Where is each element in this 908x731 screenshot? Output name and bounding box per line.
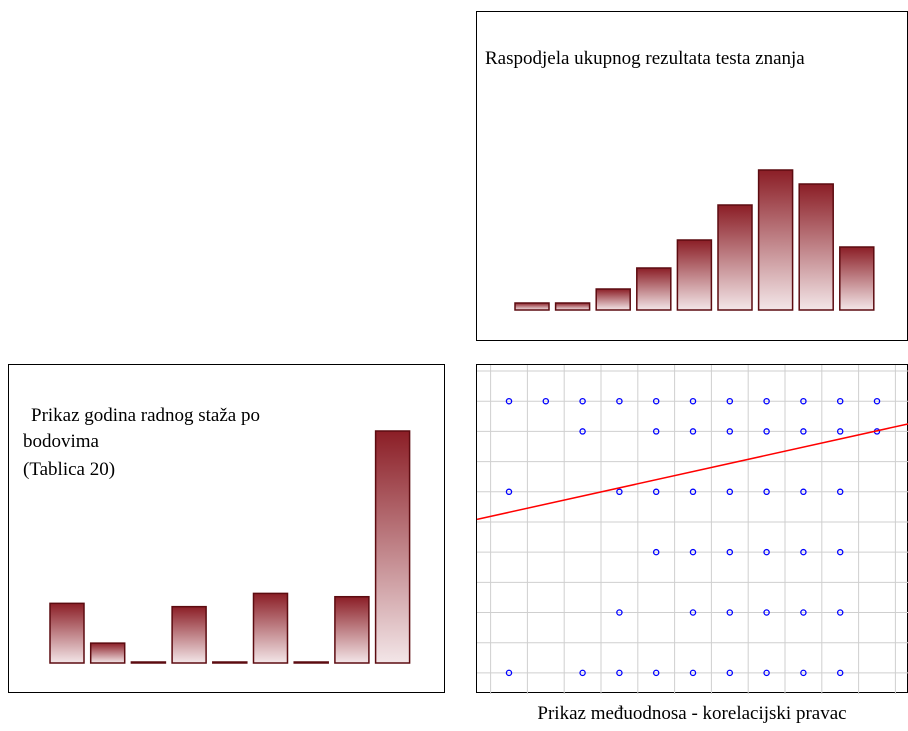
experience-chart: Prikaz godina radnog staža po bodovima (… xyxy=(23,405,411,664)
data-point xyxy=(726,609,734,616)
data-point xyxy=(652,397,660,405)
data-point xyxy=(763,397,770,405)
experience-bar-7 xyxy=(293,661,329,664)
data-point xyxy=(689,609,697,616)
data-point xyxy=(800,669,807,677)
data-point xyxy=(505,669,513,677)
data-point xyxy=(836,488,844,496)
regression-line xyxy=(476,423,908,521)
knowledge-bar-6 xyxy=(717,204,753,311)
data-point xyxy=(763,488,770,496)
experience-bar-5 xyxy=(212,661,248,664)
data-point xyxy=(689,428,697,435)
experience-chart-title-line-3: (Tablica 20) xyxy=(23,459,115,480)
data-point xyxy=(505,488,513,496)
knowledge-bar-3 xyxy=(595,288,631,311)
data-point xyxy=(873,397,881,405)
experience-bar-3 xyxy=(130,661,167,664)
data-point xyxy=(652,488,660,496)
data-point xyxy=(726,428,734,435)
knowledge-chart: Raspodjela ukupnog rezultata testa znanj… xyxy=(485,48,875,311)
knowledge-bar-5 xyxy=(676,239,713,311)
data-point xyxy=(836,609,844,616)
knowledge-bar-8 xyxy=(798,183,834,311)
data-point xyxy=(800,548,807,556)
experience-bar-2 xyxy=(89,642,126,664)
knowledge-bar-7 xyxy=(757,169,794,311)
data-point xyxy=(800,428,807,435)
data-point xyxy=(726,488,734,496)
data-point xyxy=(616,397,623,405)
data-point xyxy=(542,397,550,405)
data-point xyxy=(836,397,844,405)
experience-bar-8 xyxy=(334,595,370,664)
data-point xyxy=(800,488,807,496)
data-point xyxy=(652,548,660,556)
knowledge-bar-9 xyxy=(839,246,875,311)
knowledge-bar-2 xyxy=(554,302,591,311)
data-point xyxy=(689,548,697,556)
data-point xyxy=(763,428,770,435)
data-point xyxy=(505,397,513,405)
experience-bar-4 xyxy=(171,605,207,664)
data-point xyxy=(616,669,623,677)
data-point xyxy=(763,669,770,677)
data-point xyxy=(800,397,807,405)
experience-chart-title-line-1: Prikaz godina radnog staža po xyxy=(31,405,260,426)
data-point xyxy=(579,669,586,677)
data-point xyxy=(836,669,844,677)
data-point xyxy=(616,609,623,616)
data-point xyxy=(836,548,844,556)
data-point xyxy=(763,609,770,616)
data-point xyxy=(800,609,807,616)
experience-chart-title-line-2: bodovima xyxy=(23,431,100,452)
data-point xyxy=(652,428,660,435)
data-point xyxy=(689,397,697,405)
experience-chart-panel: Prikaz godina radnog staža po bodovima (… xyxy=(8,364,445,693)
data-point xyxy=(689,669,697,677)
data-point xyxy=(616,488,623,496)
experience-bar-6 xyxy=(252,592,289,664)
data-point xyxy=(726,397,734,405)
data-point xyxy=(836,428,844,435)
data-point xyxy=(763,548,770,556)
data-point xyxy=(652,669,660,677)
correlation-chart-caption: Prikaz međuodnosa - korelacijski pravac xyxy=(537,703,847,724)
data-point xyxy=(689,488,697,496)
data-point xyxy=(726,548,734,556)
knowledge-bar-1 xyxy=(514,302,550,311)
correlation-chart xyxy=(476,365,908,694)
correlation-chart-panel xyxy=(476,364,908,694)
knowledge-chart-title: Raspodjela ukupnog rezultata testa znanj… xyxy=(485,48,805,69)
experience-bar-9 xyxy=(374,430,411,664)
experience-bar-1 xyxy=(49,602,85,664)
knowledge-chart-panel: Raspodjela ukupnog rezultata testa znanj… xyxy=(476,11,908,341)
data-point xyxy=(579,397,586,405)
knowledge-bar-4 xyxy=(636,267,672,311)
data-point xyxy=(726,669,734,677)
data-point xyxy=(579,428,586,435)
